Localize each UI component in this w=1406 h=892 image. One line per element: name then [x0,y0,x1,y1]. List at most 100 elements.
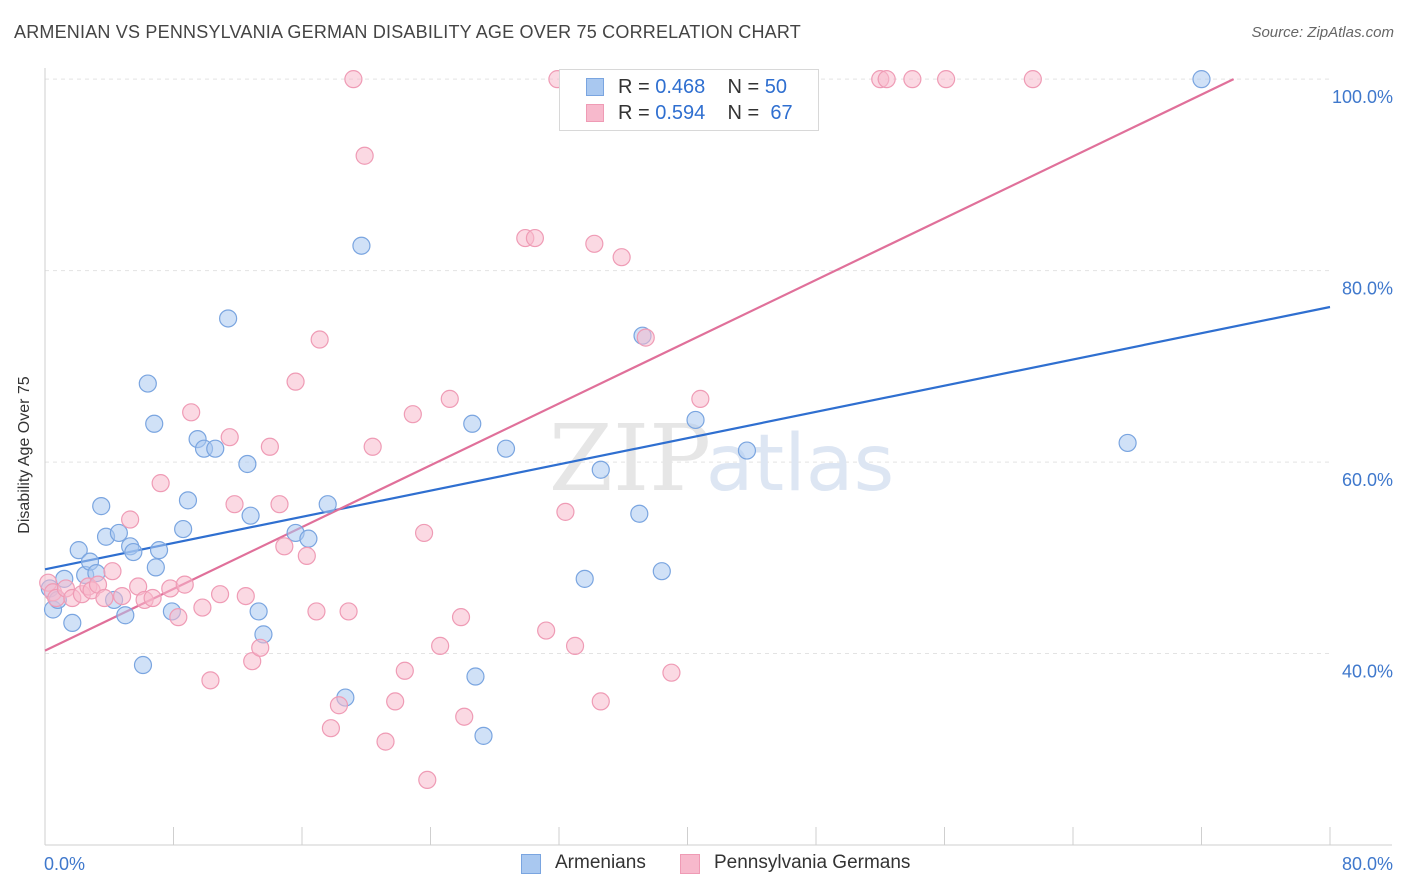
data-point-armenians [575,569,594,588]
data-point-armenians [174,519,193,539]
trend-lines [44,78,1331,652]
data-point-pennsylvania [431,636,450,655]
data-point-pennsylvania [355,146,374,165]
data-point-pennsylvania [339,602,358,621]
data-point-pennsylvania [414,523,434,543]
data-point-armenians [238,454,257,474]
x-tick-label-min: 0.0% [44,854,85,874]
data-point-armenians [124,542,143,562]
series-pennsylvania-germans [39,70,1042,790]
correlation-legend: R = 0.468 N = 50 R = 0.594 N = 67 [559,69,819,131]
data-point-armenians [116,606,135,625]
pennsylvania-germans-label: Pennsylvania Germans [714,852,911,873]
data-point-pennsylvania [537,621,556,640]
data-point-pennsylvania [220,428,239,447]
data-point-pennsylvania [525,228,545,248]
data-point-armenians [249,602,268,621]
data-point-pennsylvania [691,389,710,408]
data-point-pennsylvania [344,70,363,89]
data-point-armenians [206,439,225,458]
armenians-swatch [521,854,541,874]
data-point-armenians [138,374,157,393]
data-point-pennsylvania [403,405,422,424]
data-point-pennsylvania [565,636,585,655]
data-point-armenians [109,523,128,543]
data-point-pennsylvania [243,652,262,671]
data-point-armenians [146,558,165,577]
data-point-pennsylvania [143,588,162,608]
data-point-armenians [219,309,238,328]
watermark-atlas: atlas [706,419,895,509]
data-point-pennsylvania [112,586,132,606]
trend-line-armenians [44,305,1331,571]
axes [44,68,1392,846]
data-point-armenians [630,504,649,523]
data-point-pennsylvania [275,537,294,556]
data-point-armenians [591,460,610,479]
legend-r-value-pennsylvania: 0.594 [655,102,706,124]
data-point-pennsylvania [451,608,471,627]
data-point-pennsylvania [270,495,289,514]
data-point-pennsylvania [903,70,922,89]
data-point-pennsylvania [591,692,610,711]
data-point-pennsylvania [95,588,114,608]
data-point-pennsylvania [418,770,437,790]
y-tick-label: 100.0% [1332,87,1393,107]
legend-r-label-pennsylvania: R = [618,102,656,124]
data-point-pennsylvania [612,248,631,267]
data-point-pennsylvania [151,474,170,493]
legend-n-value-armenians: 50 [764,76,788,98]
data-point-armenians [463,414,482,433]
data-point-pennsylvania [321,719,341,738]
data-point-armenians [178,491,198,510]
data-point-armenians [241,506,260,525]
data-point-pennsylvania [556,502,575,521]
x-tick-label-max: 80.0% [1342,854,1393,874]
legend-swatch-blue [586,78,604,96]
data-point-armenians [69,541,88,560]
legend-n-label-pennsylvania: N = [727,102,765,124]
data-point-pennsylvania [455,707,474,726]
source-label: Source: ZipAtlas.com [1251,24,1394,41]
y-tick-label: 80.0% [1342,279,1393,299]
data-point-armenians [1118,433,1137,453]
data-point-pennsylvania [585,234,604,253]
data-point-pennsylvania [260,437,279,456]
chart-title: ARMENIAN VS PENNSYLVANIA GERMAN DISABILI… [14,22,801,42]
data-point-pennsylvania [662,663,681,682]
legend-r-label-armenians: R = [618,76,656,98]
data-point-armenians [63,613,82,633]
data-point-armenians [1192,70,1211,89]
data-point-armenians [496,439,516,458]
y-axis-label: Disability Age Over 75 [16,376,33,534]
tick-labels: 40.0% 60.0% 80.0% 100.0% 0.0% 80.0% [44,87,1393,874]
data-point-pennsylvania [877,70,896,89]
data-point-pennsylvania [386,692,405,711]
data-point-pennsylvania [175,575,194,594]
data-point-pennsylvania [182,403,201,422]
data-point-pennsylvania [636,328,655,347]
data-point-pennsylvania [310,330,329,349]
legend-swatch-pink [586,104,604,122]
data-point-pennsylvania [376,732,395,751]
data-point-pennsylvania [937,70,956,89]
data-point-armenians [686,410,705,430]
legend-n-value-pennsylvania: 67 [770,102,793,124]
grid-lines [45,78,1330,655]
data-point-pennsylvania [169,608,188,627]
data-point-pennsylvania [201,671,220,690]
data-point-pennsylvania [193,598,212,617]
y-tick-label: 60.0% [1342,470,1393,490]
watermark-zip: ZIP [549,405,711,512]
data-point-pennsylvania [297,546,316,565]
data-point-pennsylvania [286,372,305,391]
data-point-pennsylvania [307,602,326,621]
data-point-armenians [352,236,371,255]
y-tick-label: 40.0% [1342,662,1393,682]
data-point-armenians [466,667,485,686]
data-point-pennsylvania [103,562,122,581]
data-point-pennsylvania [225,495,244,514]
trend-line-pennsylvania [44,78,1235,652]
data-point-armenians [299,529,318,548]
